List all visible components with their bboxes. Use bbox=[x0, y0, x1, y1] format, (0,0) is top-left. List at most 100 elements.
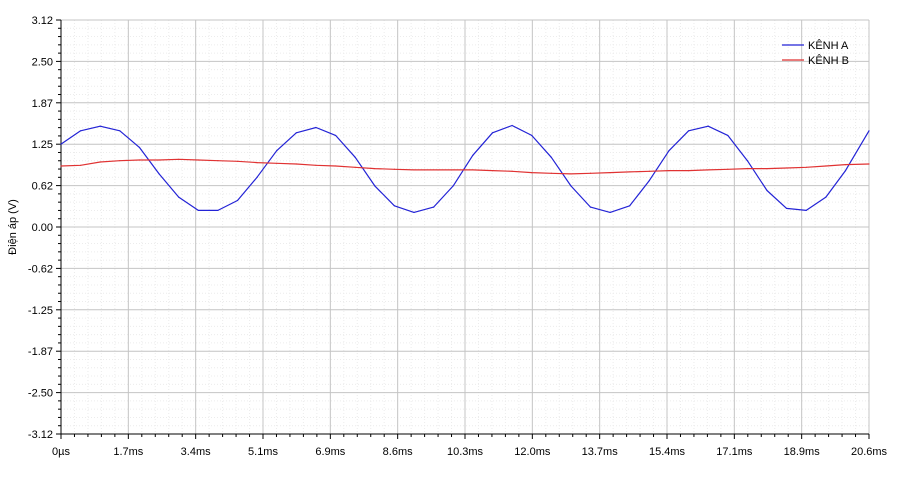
x-tick-label: 12.0ms bbox=[514, 446, 551, 458]
data-point bbox=[276, 162, 278, 164]
data-point bbox=[727, 134, 729, 137]
x-tick-label: 1.7ms bbox=[113, 446, 143, 458]
data-point bbox=[648, 179, 650, 182]
data-point bbox=[687, 130, 690, 132]
data-point bbox=[217, 209, 219, 212]
data-point bbox=[786, 207, 788, 210]
data-point bbox=[236, 160, 239, 162]
legend: KÊNH A KÊNH B bbox=[782, 39, 849, 67]
y-axis-label: Điện áp (V) bbox=[7, 199, 19, 255]
data-point bbox=[668, 170, 670, 172]
series-line-a bbox=[60, 124, 870, 213]
data-point bbox=[472, 169, 474, 171]
data-point bbox=[99, 161, 101, 163]
data-point bbox=[80, 164, 82, 166]
data-point bbox=[746, 168, 749, 170]
data-point bbox=[491, 170, 494, 172]
data-point bbox=[452, 185, 454, 187]
data-point bbox=[217, 160, 219, 162]
data-point bbox=[374, 185, 376, 187]
y-tick-label: 0.00 bbox=[32, 222, 53, 234]
data-point bbox=[868, 130, 870, 132]
x-tick-label: 18.9ms bbox=[784, 446, 821, 458]
data-point bbox=[589, 172, 592, 174]
data-point bbox=[276, 150, 278, 152]
data-point bbox=[60, 165, 62, 167]
data-point bbox=[766, 168, 768, 170]
data-point bbox=[825, 196, 827, 198]
data-point bbox=[707, 125, 709, 127]
data-point bbox=[844, 170, 847, 172]
data-point bbox=[472, 154, 474, 156]
legend-label: KÊNH B bbox=[808, 54, 849, 67]
x-tick-label: 0µs bbox=[52, 446, 70, 458]
series-lines bbox=[60, 124, 870, 214]
x-tick-label: 8.6ms bbox=[383, 446, 413, 458]
data-point bbox=[138, 159, 141, 161]
data-point bbox=[236, 199, 239, 202]
data-point bbox=[80, 130, 82, 132]
data-point bbox=[60, 143, 62, 145]
data-point bbox=[805, 209, 807, 212]
data-point bbox=[786, 167, 788, 169]
data-point bbox=[844, 164, 847, 166]
data-point bbox=[413, 169, 415, 171]
data-point bbox=[589, 206, 592, 208]
data-point bbox=[158, 159, 160, 161]
y-tick-label: 3.12 bbox=[32, 15, 53, 27]
x-tick-labels: 0µs 1.7ms 3.4ms 5.1ms 6.9ms 8.6ms 10.3ms 12.0ms… bbox=[52, 446, 888, 458]
data-point bbox=[766, 189, 768, 192]
data-point bbox=[315, 126, 317, 129]
y-tick-label: -1.25 bbox=[28, 305, 53, 317]
data-point bbox=[99, 125, 101, 127]
data-point bbox=[315, 164, 317, 166]
y-tick-label: 2.50 bbox=[32, 56, 53, 68]
data-point bbox=[295, 163, 297, 165]
data-point bbox=[158, 173, 160, 175]
x-tick-label: 3.4ms bbox=[181, 446, 211, 458]
tick-marks bbox=[56, 19, 870, 439]
x-tick-label: 17.1ms bbox=[716, 446, 753, 458]
data-point bbox=[550, 156, 552, 158]
data-point bbox=[668, 150, 670, 152]
data-point bbox=[687, 170, 690, 172]
data-point bbox=[825, 165, 827, 167]
data-point bbox=[374, 168, 376, 170]
data-point bbox=[119, 130, 121, 132]
data-point bbox=[197, 159, 199, 161]
data-point bbox=[119, 160, 121, 162]
data-point bbox=[511, 170, 513, 172]
data-point bbox=[805, 166, 807, 168]
data-point bbox=[629, 171, 631, 173]
x-tick-label: 13.7ms bbox=[582, 446, 619, 458]
data-point bbox=[531, 171, 533, 174]
data-point bbox=[491, 132, 494, 134]
data-point bbox=[354, 166, 356, 168]
x-tick-label: 20.6ms bbox=[851, 446, 888, 458]
data-point bbox=[550, 172, 552, 174]
data-point bbox=[570, 173, 572, 175]
data-point bbox=[393, 205, 395, 207]
x-tick-label: 5.1ms bbox=[248, 446, 278, 458]
data-point bbox=[354, 156, 356, 158]
data-point bbox=[707, 169, 709, 171]
y-tick-label: -0.62 bbox=[28, 263, 53, 275]
data-point bbox=[609, 211, 611, 214]
data-point bbox=[570, 185, 572, 187]
data-point bbox=[531, 134, 533, 137]
data-point bbox=[511, 124, 513, 127]
data-point bbox=[256, 176, 258, 178]
data-point bbox=[138, 146, 141, 148]
data-point bbox=[433, 169, 435, 171]
x-tick-label: 6.9ms bbox=[315, 446, 345, 458]
data-point bbox=[334, 165, 337, 167]
y-tick-label: -3.12 bbox=[28, 429, 53, 441]
data-point bbox=[868, 163, 870, 165]
y-tick-label: -2.50 bbox=[28, 388, 53, 400]
y-tick-label: -1.87 bbox=[28, 346, 53, 358]
data-point bbox=[413, 211, 415, 214]
data-point bbox=[334, 134, 337, 137]
